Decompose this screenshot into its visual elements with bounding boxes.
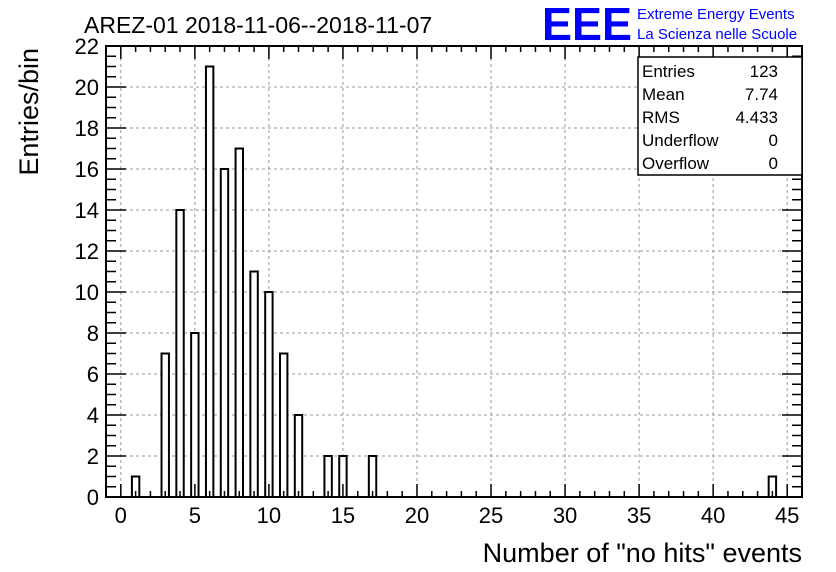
histogram-bar <box>160 352 170 498</box>
histogram-bar <box>175 209 185 498</box>
stats-value: 0 <box>769 131 778 150</box>
histogram-bar <box>204 65 215 498</box>
stats-value: 4.433 <box>735 108 778 127</box>
stats-label: Entries <box>642 62 695 81</box>
y-tick-label: 2 <box>87 444 99 469</box>
stats-value: 123 <box>750 62 778 81</box>
stats-label: RMS <box>642 108 680 127</box>
x-axis-label: Number of "no hits" events <box>483 538 802 568</box>
x-tick-label: 25 <box>479 503 503 528</box>
y-tick-label: 0 <box>87 485 99 510</box>
stats-label: Overflow <box>642 154 710 173</box>
histogram-bar <box>219 168 230 498</box>
stats-box: Entries 123 Mean 7.74 RMS 4.433 Underflow 0 Over… <box>637 56 803 176</box>
stats-label: Underflow <box>642 131 719 150</box>
logo-line-2: La Scienza nelle Scuole <box>637 26 797 43</box>
x-tick-label: 0 <box>115 503 127 528</box>
logo-line-1: Extreme Energy Events <box>637 6 795 23</box>
histogram-bar <box>249 270 259 498</box>
eee-logo-letters: EEE <box>542 0 632 50</box>
histogram-bar <box>323 455 333 498</box>
stats-value: 0 <box>769 154 778 173</box>
x-tick-label: 15 <box>331 503 355 528</box>
histogram-bar <box>293 414 304 498</box>
y-axis-label: Entries/bin <box>14 48 44 176</box>
x-tick-label: 35 <box>627 503 651 528</box>
y-tick-label: 14 <box>75 198 99 223</box>
y-tick-label: 20 <box>75 75 99 100</box>
y-tick-label: 4 <box>87 403 99 428</box>
chart-title: AREZ-01 2018-11-06--2018-11-07 <box>84 12 432 38</box>
stats-box-border <box>637 56 803 176</box>
histogram-bar <box>264 291 274 498</box>
eee-logo: EEE Extreme Energy Events La Scienza nel… <box>542 0 797 50</box>
y-tick-label: 12 <box>75 239 99 264</box>
histogram-bar <box>234 147 244 498</box>
y-tick-label: 6 <box>87 362 99 387</box>
y-tick-label: 16 <box>75 157 99 182</box>
x-tick-label: 10 <box>257 503 281 528</box>
histogram-bar <box>367 455 378 498</box>
y-tick-labels: 0 2 4 6 8 10 12 14 16 18 20 22 <box>75 34 99 510</box>
histogram-bar <box>279 352 289 498</box>
x-tick-label: 5 <box>189 503 201 528</box>
stats-label: Mean <box>642 85 685 104</box>
x-tick-labels: 0 5 10 15 20 25 30 35 40 45 <box>115 503 800 528</box>
x-tick-label: 40 <box>701 503 725 528</box>
y-tick-label: 10 <box>75 280 99 305</box>
y-tick-label: 8 <box>87 321 99 346</box>
x-tick-label: 20 <box>405 503 429 528</box>
y-tick-label: 18 <box>75 116 99 141</box>
histogram-bar <box>190 332 200 498</box>
y-tick-label: 22 <box>75 34 99 59</box>
stats-value: 7.74 <box>745 85 778 104</box>
x-tick-label: 45 <box>775 503 799 528</box>
x-tick-label: 30 <box>553 503 577 528</box>
